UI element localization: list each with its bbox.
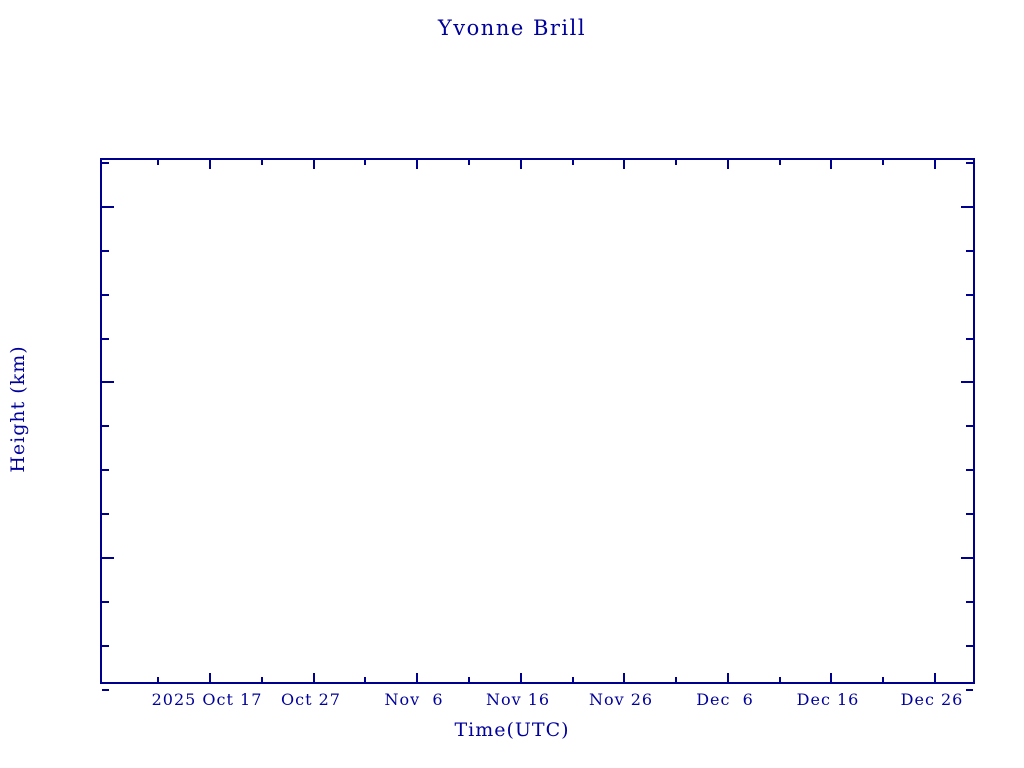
x-minor-tick [364, 677, 366, 682]
x-axis-tick-label: Dec 16 [796, 690, 860, 709]
x-major-tick [209, 673, 211, 682]
y-major-tick [102, 206, 114, 208]
x-minor-tick [882, 160, 884, 165]
y-minor-tick [102, 469, 109, 471]
x-major-tick [934, 673, 936, 682]
x-minor-tick [468, 160, 470, 165]
x-major-tick [520, 160, 522, 169]
y-minor-tick [966, 294, 973, 296]
y-minor-tick [102, 513, 109, 515]
x-major-tick [727, 160, 729, 169]
x-major-tick [416, 673, 418, 682]
y-minor-tick [966, 250, 973, 252]
y-minor-tick [966, 469, 973, 471]
x-major-tick [313, 160, 315, 169]
x-major-tick [416, 160, 418, 169]
y-minor-tick [966, 689, 973, 691]
y-minor-tick [966, 162, 973, 164]
y-minor-tick [102, 425, 109, 427]
y-major-tick [961, 557, 973, 559]
x-axis-title: Time(UTC) [454, 719, 570, 741]
y-minor-tick [102, 294, 109, 296]
x-minor-tick [572, 677, 574, 682]
y-minor-tick [966, 425, 973, 427]
x-major-tick [727, 673, 729, 682]
y-minor-tick [102, 645, 109, 647]
x-minor-tick [261, 160, 263, 165]
y-minor-tick [966, 513, 973, 515]
x-minor-tick [157, 677, 159, 682]
x-major-tick [313, 673, 315, 682]
x-minor-tick [261, 677, 263, 682]
x-major-tick [623, 160, 625, 169]
x-minor-tick [779, 677, 781, 682]
x-minor-tick [675, 677, 677, 682]
x-axis-tick-label: Dec 6 [696, 690, 754, 709]
y-major-tick [102, 381, 114, 383]
x-major-tick [520, 673, 522, 682]
x-major-tick [830, 673, 832, 682]
x-major-tick [623, 673, 625, 682]
x-minor-tick [572, 160, 574, 165]
x-minor-tick [675, 160, 677, 165]
y-major-tick [102, 557, 114, 559]
x-axis-tick-label: Oct 27 [281, 690, 341, 709]
x-major-tick [934, 160, 936, 169]
x-axis-tick-label: Nov 6 [384, 690, 444, 709]
y-minor-tick [102, 162, 109, 164]
y-minor-tick [966, 338, 973, 340]
x-axis-tick-label: Nov 16 [485, 690, 551, 709]
y-major-tick [961, 206, 973, 208]
x-minor-tick [779, 160, 781, 165]
plot-frame [100, 158, 975, 691]
y-minor-tick [966, 645, 973, 647]
y-minor-tick [966, 601, 973, 603]
y-major-tick [961, 381, 973, 383]
y-minor-tick [102, 601, 109, 603]
x-minor-tick [882, 677, 884, 682]
x-axis-tick-label: 2025 Oct 17 [151, 690, 263, 709]
x-major-tick [209, 160, 211, 169]
x-major-tick [830, 160, 832, 169]
page-title: Yvonne Brill [437, 16, 587, 40]
x-minor-tick [157, 160, 159, 165]
y-minor-tick [102, 338, 109, 340]
y-minor-tick [102, 250, 109, 252]
y-axis-title: Height (km) [7, 345, 29, 473]
x-axis-tick-label: Nov 26 [588, 690, 654, 709]
x-minor-tick [468, 677, 470, 682]
x-minor-tick [364, 160, 366, 165]
y-minor-tick [102, 689, 109, 691]
x-axis-tick-label: Dec 26 [900, 690, 964, 709]
